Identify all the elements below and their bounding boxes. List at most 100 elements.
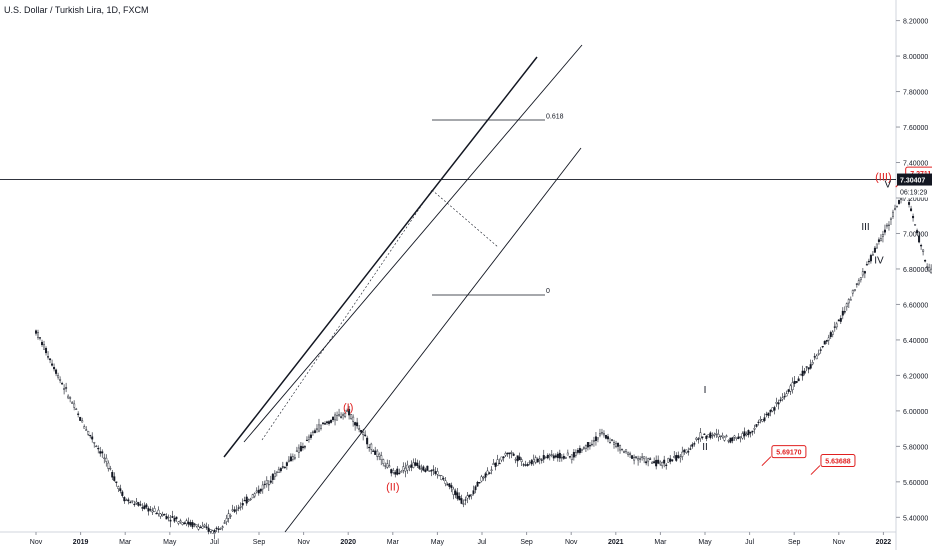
candle <box>520 459 523 463</box>
candle <box>779 399 782 401</box>
candle <box>295 450 298 452</box>
candle <box>97 447 100 450</box>
candle <box>861 271 864 276</box>
candle <box>675 455 678 461</box>
x-tick-label: Mar <box>387 539 400 546</box>
candle <box>225 518 228 522</box>
candle <box>386 463 389 468</box>
candle <box>512 453 515 456</box>
candle <box>715 433 718 435</box>
candle <box>61 383 64 385</box>
candle <box>855 283 858 285</box>
price-callout-box <box>771 445 807 459</box>
candle <box>677 455 680 459</box>
candle <box>309 434 312 438</box>
price-callout-label: 5.63688 <box>825 459 850 466</box>
candle <box>837 319 840 322</box>
candle <box>645 461 648 464</box>
candle <box>37 332 40 338</box>
candle <box>881 234 884 237</box>
candle <box>55 369 58 374</box>
candle <box>741 433 744 439</box>
candle <box>793 381 796 384</box>
candle <box>195 524 198 527</box>
candle <box>311 431 314 433</box>
candle <box>643 456 646 460</box>
fib-level-label: 0.618 <box>546 114 564 121</box>
candle <box>376 450 379 457</box>
candle <box>926 266 929 268</box>
candle <box>749 431 752 434</box>
candle <box>167 516 170 519</box>
candle <box>912 215 915 219</box>
candle <box>550 454 553 456</box>
candle <box>217 528 220 530</box>
candle <box>721 435 724 438</box>
candle <box>59 379 62 381</box>
candle <box>354 422 357 426</box>
candle <box>510 452 513 454</box>
candle <box>617 442 620 447</box>
y-tick-label: 7.60000 <box>903 125 928 132</box>
candle <box>697 438 700 440</box>
x-tick-label: May <box>431 539 445 546</box>
candle <box>342 414 345 416</box>
candle <box>687 451 690 453</box>
candle <box>299 445 302 452</box>
candle <box>81 420 84 423</box>
candle <box>502 456 505 459</box>
candle <box>249 498 252 500</box>
candle <box>247 499 250 502</box>
candle <box>315 428 318 430</box>
candlestick-series <box>35 186 932 540</box>
candle <box>133 503 136 506</box>
candle <box>613 441 616 445</box>
candle <box>121 491 124 496</box>
candle <box>783 396 786 398</box>
candle <box>95 445 98 448</box>
candle <box>506 452 509 455</box>
candle <box>129 501 132 504</box>
candle <box>396 468 399 475</box>
candle <box>183 522 186 525</box>
candle <box>619 445 622 451</box>
x-tick-label: Sep <box>253 539 266 546</box>
candle <box>568 456 571 458</box>
candle <box>592 440 595 442</box>
price-callout-label: 5.69170 <box>776 450 801 457</box>
candle <box>462 503 465 505</box>
x-tick-label: 2019 <box>73 539 89 546</box>
candle <box>910 208 913 211</box>
candle <box>209 529 212 532</box>
candle <box>332 416 335 421</box>
candle <box>119 488 122 492</box>
candle <box>540 459 543 461</box>
candle <box>392 470 395 473</box>
candle <box>488 472 491 474</box>
candle <box>811 362 814 365</box>
candle <box>548 454 551 457</box>
candle <box>317 424 320 432</box>
candle <box>207 527 210 532</box>
candle <box>719 435 722 438</box>
wave-label-black: V <box>885 179 892 190</box>
candle <box>227 513 230 519</box>
candle <box>434 471 437 474</box>
candle <box>839 318 842 322</box>
candle <box>739 436 742 438</box>
candle <box>562 455 565 459</box>
candle <box>131 500 134 502</box>
candle <box>542 455 545 460</box>
candle <box>729 437 732 443</box>
candle <box>631 455 634 459</box>
candle <box>775 402 778 404</box>
candle <box>171 516 174 518</box>
x-tick-label: Mar <box>119 539 132 546</box>
candle <box>464 499 467 501</box>
candle <box>544 456 547 458</box>
candle <box>179 520 182 523</box>
candle <box>606 436 609 440</box>
candle <box>504 452 507 456</box>
